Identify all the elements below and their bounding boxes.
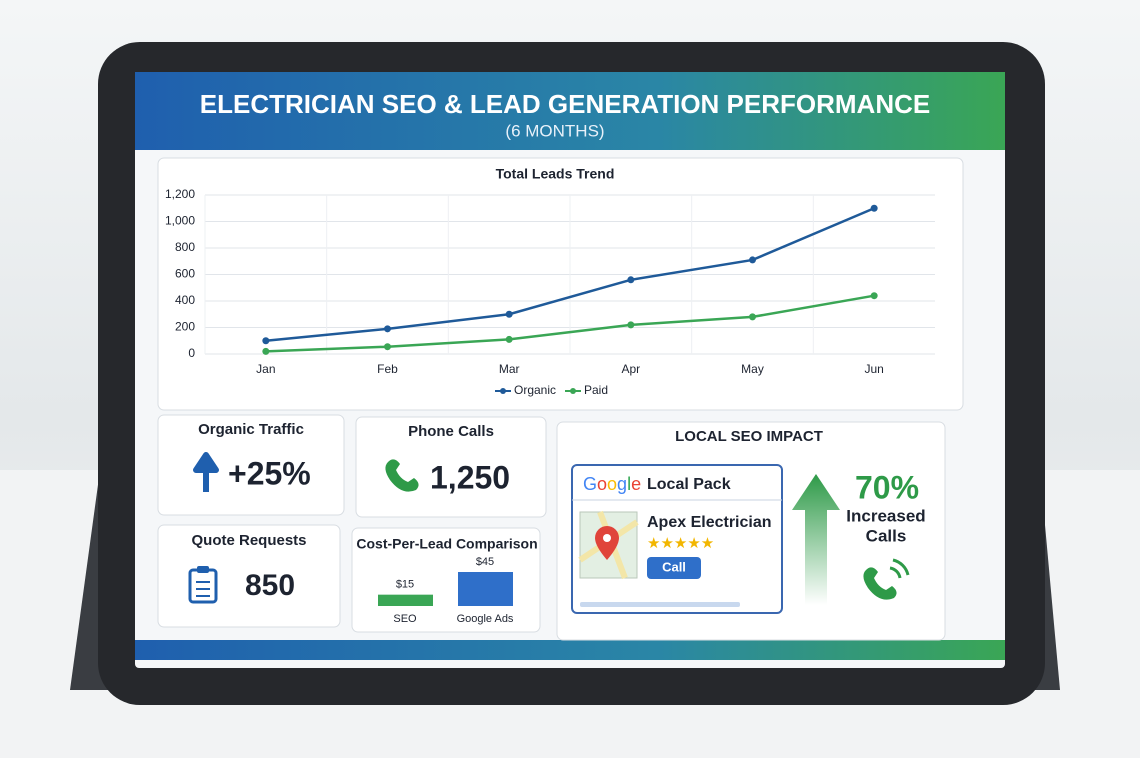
series-line	[265, 294, 875, 353]
legend-dot	[500, 388, 506, 394]
series-line	[265, 207, 875, 342]
kpi-label: Organic Traffic	[198, 421, 304, 438]
x-tick-label: SEO	[393, 613, 417, 625]
dashboard-title: ELECTRICIAN SEO & LEAD GENERATION PERFOR…	[200, 89, 930, 119]
bar	[458, 572, 513, 606]
stat-label: Calls	[866, 526, 907, 545]
chart-title: Total Leads Trend	[496, 166, 615, 182]
y-tick-label: 1,200	[165, 187, 195, 201]
kpi-value: 850	[245, 569, 295, 602]
stat-label: Increased	[846, 506, 925, 525]
clipboard-lines	[196, 581, 210, 597]
placeholder-line	[580, 602, 740, 607]
x-tick-label: Feb	[377, 362, 398, 376]
data-point	[749, 313, 756, 321]
data-point	[627, 321, 635, 329]
x-tick-label: Jan	[256, 362, 275, 376]
google-logo: Google	[583, 474, 641, 494]
map-pin-dot	[603, 534, 611, 542]
x-tick-label: Mar	[499, 362, 520, 376]
map-pin	[595, 526, 619, 560]
phone-icon	[385, 459, 419, 492]
header-banner	[135, 72, 1005, 150]
bar	[378, 594, 433, 606]
data-point	[505, 310, 513, 318]
legend-label: Organic	[514, 383, 556, 397]
kpi-value: +25%	[228, 455, 311, 491]
up-arrow-icon	[193, 452, 219, 492]
y-tick-label: 600	[175, 267, 195, 281]
x-tick-label: Jun	[864, 362, 883, 376]
data-point	[384, 343, 391, 351]
chart-title: Cost-Per-Lead Comparison	[356, 536, 537, 552]
kpi-value: 1,250	[430, 459, 510, 495]
y-tick-label: 200	[175, 320, 195, 334]
kpi-label: Phone Calls	[408, 423, 494, 440]
y-tick-label: 800	[175, 240, 195, 254]
kpi-label: Quote Requests	[191, 532, 306, 549]
data-point	[870, 204, 878, 212]
data-point	[262, 337, 270, 345]
clipboard-clip	[197, 566, 209, 573]
data-point	[384, 325, 391, 333]
dashboard-subtitle: (6 MONTHS)	[505, 121, 604, 140]
data-point	[505, 335, 513, 343]
x-tick-label: Google Ads	[457, 613, 514, 625]
rating-stars: ★★★★★	[647, 535, 714, 552]
stat-value: 70%	[855, 469, 919, 505]
footer-stripe	[135, 640, 1005, 660]
y-tick-label: 400	[175, 293, 195, 307]
signal-waves	[889, 558, 910, 579]
legend-dot	[570, 388, 576, 394]
chart-card	[157, 157, 964, 411]
x-tick-label: May	[741, 362, 764, 376]
kpi-card	[355, 416, 547, 518]
data-point	[262, 347, 270, 355]
phone-icon	[863, 567, 897, 600]
section-title: LOCAL SEO IMPACT	[675, 428, 823, 445]
growth-arrow	[792, 474, 840, 605]
data-point	[749, 256, 756, 264]
business-name: Apex Electrician	[647, 514, 772, 531]
x-tick-label: Apr	[621, 362, 640, 376]
local-pack-label: Local Pack	[647, 476, 731, 493]
y-tick-label: 0	[188, 346, 195, 360]
data-point	[870, 292, 878, 300]
y-tick-label: 1,000	[165, 214, 195, 228]
call-button-label[interactable]: Call	[662, 559, 686, 574]
call-button[interactable]	[647, 557, 701, 579]
data-point	[627, 276, 635, 284]
value-label: $15	[396, 579, 414, 591]
legend-label: Paid	[584, 383, 608, 397]
value-label: $45	[476, 556, 494, 568]
